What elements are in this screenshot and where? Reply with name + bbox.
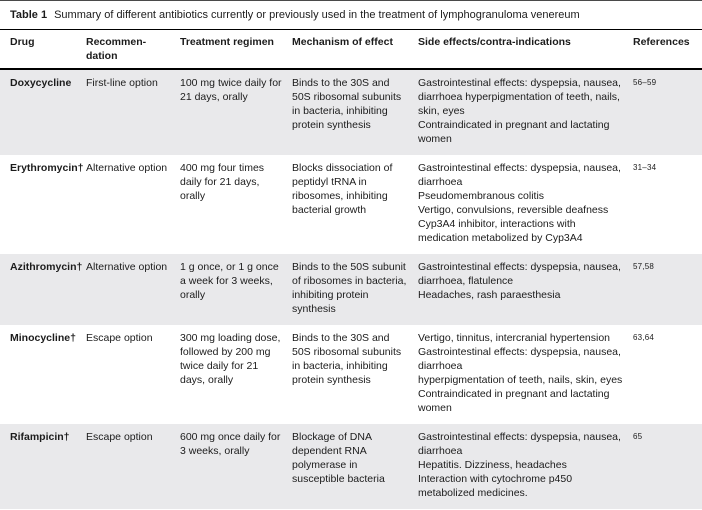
- column-header-mechanism: Mechanism of effect: [292, 29, 418, 70]
- regimen-cell: 1 g once, or 1 g once a week for 3 weeks…: [180, 261, 279, 301]
- mechanism-cell: Binds to the 30S and 50S ribosomal subun…: [292, 77, 402, 131]
- side-effect-item: Contraindicated in pregnant and lactatin…: [418, 119, 610, 145]
- drug-cell: Erythromycin†: [10, 162, 84, 174]
- reference-numbers: 63,64: [633, 333, 655, 342]
- recommendation-cell: Alternative option: [86, 162, 168, 174]
- table-row: Doxycycline First-line option 100 mg twice…: [0, 69, 702, 155]
- regimen-cell: 100 mg twice daily for 21 days, orally: [180, 77, 282, 103]
- recommendation-cell: First-line option: [86, 77, 158, 89]
- reference-numbers: 56–59: [633, 78, 657, 87]
- table-header: Drug Recommen- dation Treatment regimen …: [0, 29, 702, 70]
- references-cell: 57,58: [633, 254, 702, 325]
- mechanism-cell: Blockage of DNA dependent RNA polymerase…: [292, 431, 385, 485]
- column-header-references: References: [633, 29, 702, 70]
- references-cell: 63,64: [633, 325, 702, 424]
- top-rule-divider: [0, 0, 702, 1]
- reference-numbers: 31–34: [633, 163, 657, 172]
- antibiotics-table: Drug Recommen- dation Treatment regimen …: [0, 29, 702, 510]
- side-effect-item: Gastrointestinal effects: dyspepsia, nau…: [418, 162, 621, 188]
- column-header-drug: Drug: [0, 29, 86, 70]
- mechanism-cell: Binds to the 30S and 50S ribosomal subun…: [292, 332, 402, 386]
- drug-cell: Azithromycin†: [10, 261, 83, 273]
- column-header-side-effects: Side effects/contra-indications: [418, 29, 633, 70]
- side-effect-item: Headaches, rash paraesthesia: [418, 289, 561, 301]
- side-effects-cell: Gastrointestinal effects: dyspepsia, nau…: [418, 254, 633, 325]
- recommendation-cell: Escape option: [86, 431, 153, 443]
- side-effect-item: Pseudomembranous colitis: [418, 190, 545, 202]
- header-row: Drug Recommen- dation Treatment regimen …: [0, 29, 702, 70]
- side-effect-item: Cyp3A4 inhibitor, interactions with medi…: [418, 218, 583, 244]
- side-effect-item: Gastrointestinal effects: dyspepsia, nau…: [418, 431, 621, 457]
- table-row: Azithromycin† Alternative option 1 g once,…: [0, 254, 702, 325]
- recommendation-cell: Escape option: [86, 332, 153, 344]
- column-header-recommendation: Recommen- dation: [86, 29, 180, 70]
- regimen-cell: 300 mg loading dose, followed by 200 mg …: [180, 332, 281, 386]
- side-effect-item: Hepatitis. Dizziness, headaches: [418, 459, 567, 471]
- drug-cell: Minocycline†: [10, 332, 76, 344]
- mechanism-cell: Binds to the 50S subunit of ribosomes in…: [292, 261, 407, 315]
- side-effect-item: Gastrointestinal effects: dyspepsia, nau…: [418, 77, 621, 117]
- side-effect-item: Gastrointestinal effects: dyspepsia, nau…: [418, 346, 621, 372]
- mechanism-cell: Blocks dissociation of peptidyl tRNA in …: [292, 162, 393, 216]
- side-effects-cell: Gastrointestinal effects: dyspepsia, nau…: [418, 155, 633, 254]
- table-caption-text: Summary of different antibiotics current…: [54, 9, 580, 21]
- side-effect-item: Vertigo, tinnitus, intercranial hyperten…: [418, 332, 611, 344]
- reference-numbers: 65: [633, 432, 643, 441]
- recommendation-cell: Alternative option: [86, 261, 168, 273]
- regimen-cell: 600 mg once daily for 3 weeks, orally: [180, 431, 281, 457]
- side-effect-item: Vertigo, convulsions, reversible deafnes…: [418, 204, 609, 216]
- references-cell: 65: [633, 424, 702, 509]
- references-cell: 31–34: [633, 155, 702, 254]
- drug-cell: Doxycycline: [10, 77, 72, 89]
- side-effects-cell: Gastrointestinal effects: dyspepsia, nau…: [418, 69, 633, 155]
- side-effect-item: Contraindicated in pregnant and lactatin…: [418, 388, 610, 414]
- side-effects-cell: Gastrointestinal effects: dyspepsia, nau…: [418, 424, 633, 509]
- table-label: Table 1: [10, 9, 48, 21]
- table-row: Rifampicin† Escape option 600 mg once dail…: [0, 424, 702, 509]
- reference-numbers: 57,58: [633, 262, 655, 271]
- references-cell: 56–59: [633, 69, 702, 155]
- side-effect-item: Interaction with cytochrome p450 metabol…: [418, 473, 573, 499]
- side-effect-item: Gastrointestinal effects: dyspepsia, nau…: [418, 261, 621, 287]
- table-row: Erythromycin† Alternative option 400 mg fo…: [0, 155, 702, 254]
- column-header-treatment-regimen: Treatment regimen: [180, 29, 292, 70]
- drug-cell: Rifampicin†: [10, 431, 70, 443]
- table-body: Doxycycline First-line option 100 mg twice…: [0, 69, 702, 510]
- table-row: Minocycline† Escape option 300 mg loading …: [0, 325, 702, 424]
- side-effects-cell: Vertigo, tinnitus, intercranial hyperten…: [418, 325, 633, 424]
- regimen-cell: 400 mg four times daily for 21 days, ora…: [180, 162, 265, 202]
- side-effect-item: hyperpigmentation of teeth, nails, skin,…: [418, 374, 623, 386]
- table-caption: Table 1 Summary of different antibiotics …: [0, 1, 702, 29]
